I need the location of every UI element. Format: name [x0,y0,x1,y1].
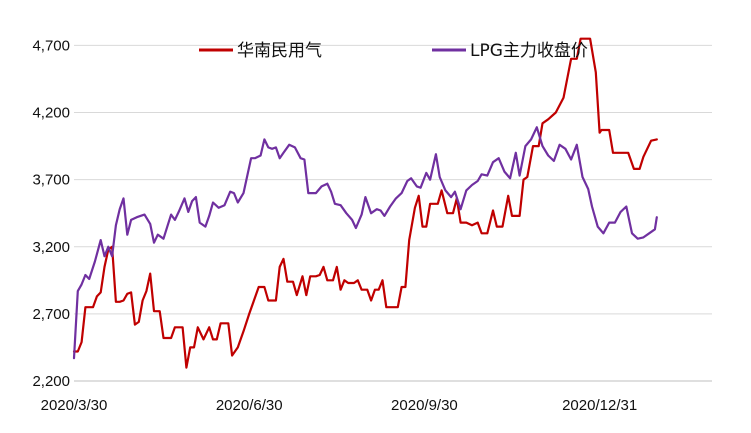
y-tick-label-4: 4,200 [32,105,70,122]
x-tick-label-3: 2020/12/31 [562,397,637,414]
y-tick-label-0: 2,200 [32,373,70,390]
gridlines [74,44,712,382]
y-axis: 2,200 2,700 3,200 3,700 4,200 4,700 [32,37,70,390]
x-tick-label-1: 2020/6/30 [216,397,283,414]
y-tick-label-5: 4,700 [32,37,70,54]
series-line-0 [72,37,658,369]
x-tick-label-0: 2020/3/30 [41,397,108,414]
legend-item-0: 华南民用气 [199,41,322,61]
series-lines [72,37,658,369]
y-tick-label-1: 2,700 [32,306,70,323]
legend: 华南民用气 LPG主力收盘价 [199,41,588,61]
series-line-1 [72,126,658,360]
x-tick-label-2: 2020/9/30 [391,397,458,414]
y-tick-label-2: 3,200 [32,239,70,256]
y-tick-label-3: 3,700 [32,172,70,189]
legend-label-1: LPG主力收盘价 [470,41,588,61]
x-axis: 2020/3/30 2020/6/30 2020/9/30 2020/12/31 [41,380,712,414]
legend-item-1: LPG主力收盘价 [432,41,588,61]
legend-label-0: 华南民用气 [237,41,322,61]
